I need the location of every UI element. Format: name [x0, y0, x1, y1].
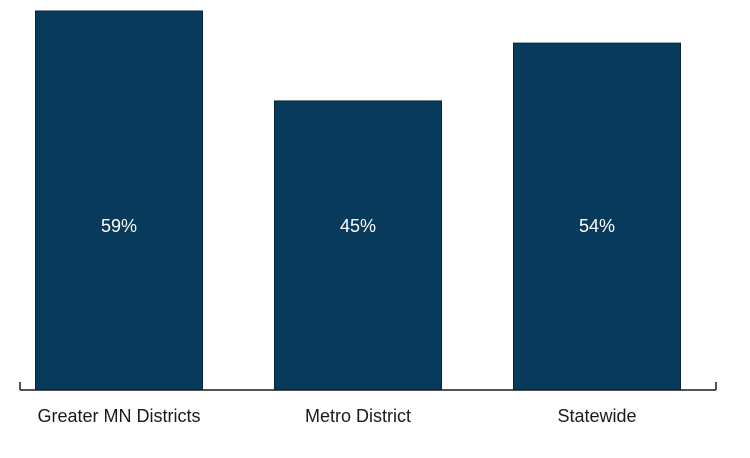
bar-statewide [513, 42, 681, 391]
bar-greater-mn-districts [35, 10, 203, 391]
bar-metro-district [274, 100, 442, 391]
data-label: 45% [340, 216, 376, 236]
data-label: 54% [579, 216, 615, 236]
category-label: Greater MN Districts [37, 406, 200, 426]
labels-group: 59% Greater MN Districts 45% Metro District… [37, 216, 636, 426]
category-label: Metro District [305, 406, 411, 426]
data-label: 59% [101, 216, 137, 236]
x-axis [19, 382, 717, 391]
category-label: Statewide [557, 406, 636, 426]
bars-group [35, 10, 681, 391]
